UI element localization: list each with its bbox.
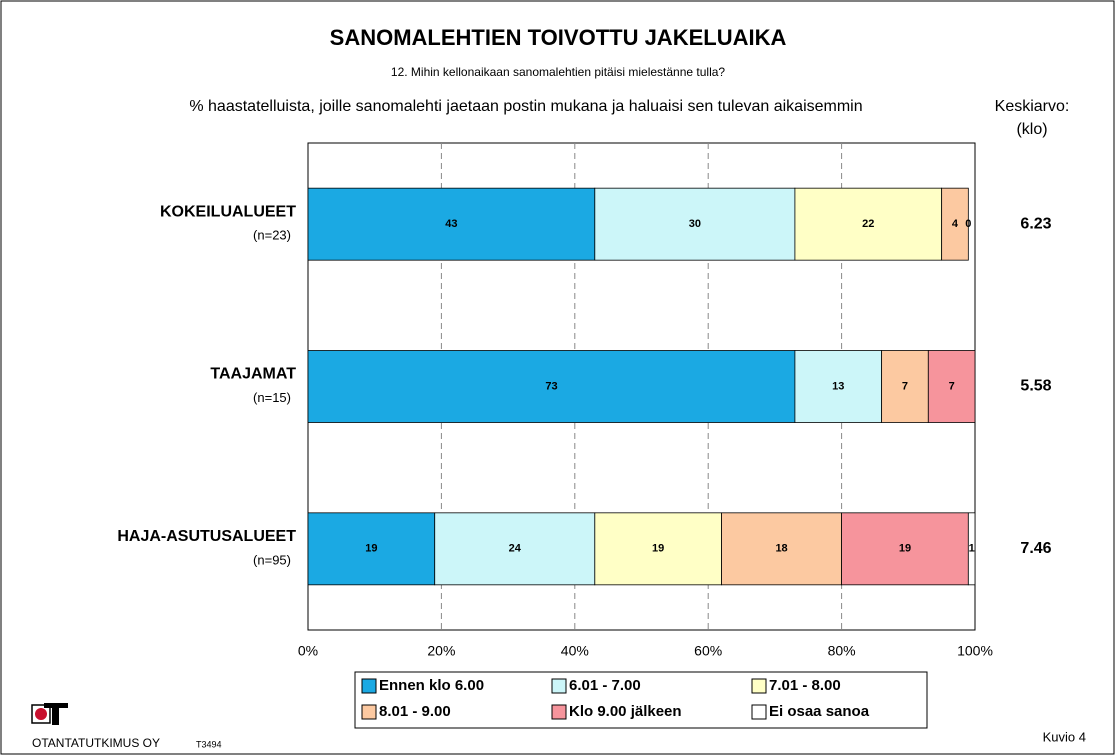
legend-swatch xyxy=(751,704,767,720)
bar-segment xyxy=(927,350,976,423)
value-label: 73 xyxy=(545,380,557,392)
x-tick-label: 60% xyxy=(694,643,722,659)
legend-label: 7.01 - 8.00 xyxy=(769,677,841,694)
category-label: HAJA-ASUTUSALUEET xyxy=(117,528,296,545)
value-label: 22 xyxy=(862,218,874,230)
mean-title: Keskiarvo: xyxy=(995,98,1070,115)
value-label: 43 xyxy=(445,218,457,230)
logo xyxy=(31,703,68,725)
legend-label: Ei osaa sanoa xyxy=(769,703,870,720)
bar-segment xyxy=(794,350,883,423)
bar-segment xyxy=(967,512,976,586)
mean-value: 5.58 xyxy=(1020,378,1051,395)
x-tick-label: 0% xyxy=(298,643,318,659)
legend-swatch xyxy=(751,678,767,694)
company: OTANTATUTKIMUS OY xyxy=(32,736,160,750)
bar-segment xyxy=(434,512,596,586)
value-label: 0 xyxy=(965,218,971,230)
group-size: (n=15) xyxy=(253,390,291,405)
figure-number: Kuvio 4 xyxy=(1043,729,1086,744)
value-label: 30 xyxy=(689,218,701,230)
bar-segment xyxy=(841,512,969,586)
bar-segment xyxy=(941,187,969,261)
value-label: 13 xyxy=(832,380,844,392)
legend-swatch xyxy=(551,704,567,720)
group-size: (n=95) xyxy=(253,552,291,567)
x-tick-label: 40% xyxy=(561,643,589,659)
category-label: TAAJAMAT xyxy=(210,366,296,383)
value-label: 7 xyxy=(949,380,955,392)
bar-segment xyxy=(794,187,943,261)
value-label: 7 xyxy=(902,380,908,392)
legend-label: 8.01 - 9.00 xyxy=(379,703,451,720)
category-label: KOKEILUALUEET xyxy=(160,203,296,220)
legend-box xyxy=(354,671,928,729)
x-tick-label: 80% xyxy=(828,643,856,659)
bar-segment xyxy=(594,187,796,261)
x-tick-label: 20% xyxy=(427,643,455,659)
x-tick-label: 100% xyxy=(957,643,993,659)
bar-segment xyxy=(721,512,842,586)
value-label: 18 xyxy=(775,543,787,555)
legend-label: Ennen klo 6.00 xyxy=(379,677,484,694)
group-size: (n=23) xyxy=(253,228,291,243)
mean-value: 6.23 xyxy=(1020,215,1051,232)
code: T3494 xyxy=(196,739,222,749)
mean-value: 7.46 xyxy=(1020,540,1051,557)
legend-swatch xyxy=(361,678,377,694)
bar-segment xyxy=(881,350,929,423)
legend-swatch xyxy=(551,678,567,694)
value-label: 19 xyxy=(899,543,911,555)
chart-title: SANOMALEHTIEN TOIVOTTU JAKELUAIKA xyxy=(330,25,787,50)
mean-unit: (klo) xyxy=(1016,121,1047,138)
legend-label: 6.01 - 7.00 xyxy=(569,677,641,694)
bar-segment xyxy=(307,187,596,261)
value-label: 24 xyxy=(509,543,522,555)
legend-label: Klo 9.00 jälkeen xyxy=(569,703,682,720)
bar-segment xyxy=(307,512,436,586)
legend-swatch xyxy=(361,704,377,720)
value-label: 1 xyxy=(969,543,975,555)
bar-segment xyxy=(594,512,722,586)
note: % haastatelluista, joille sanomalehti ja… xyxy=(189,98,862,115)
bar-segment xyxy=(307,350,796,423)
value-label: 19 xyxy=(652,543,664,555)
subtitle: 12. Mihin kellonaikaan sanomalehtien pit… xyxy=(391,65,726,79)
value-label: 19 xyxy=(365,543,377,555)
value-label: 4 xyxy=(952,218,959,230)
